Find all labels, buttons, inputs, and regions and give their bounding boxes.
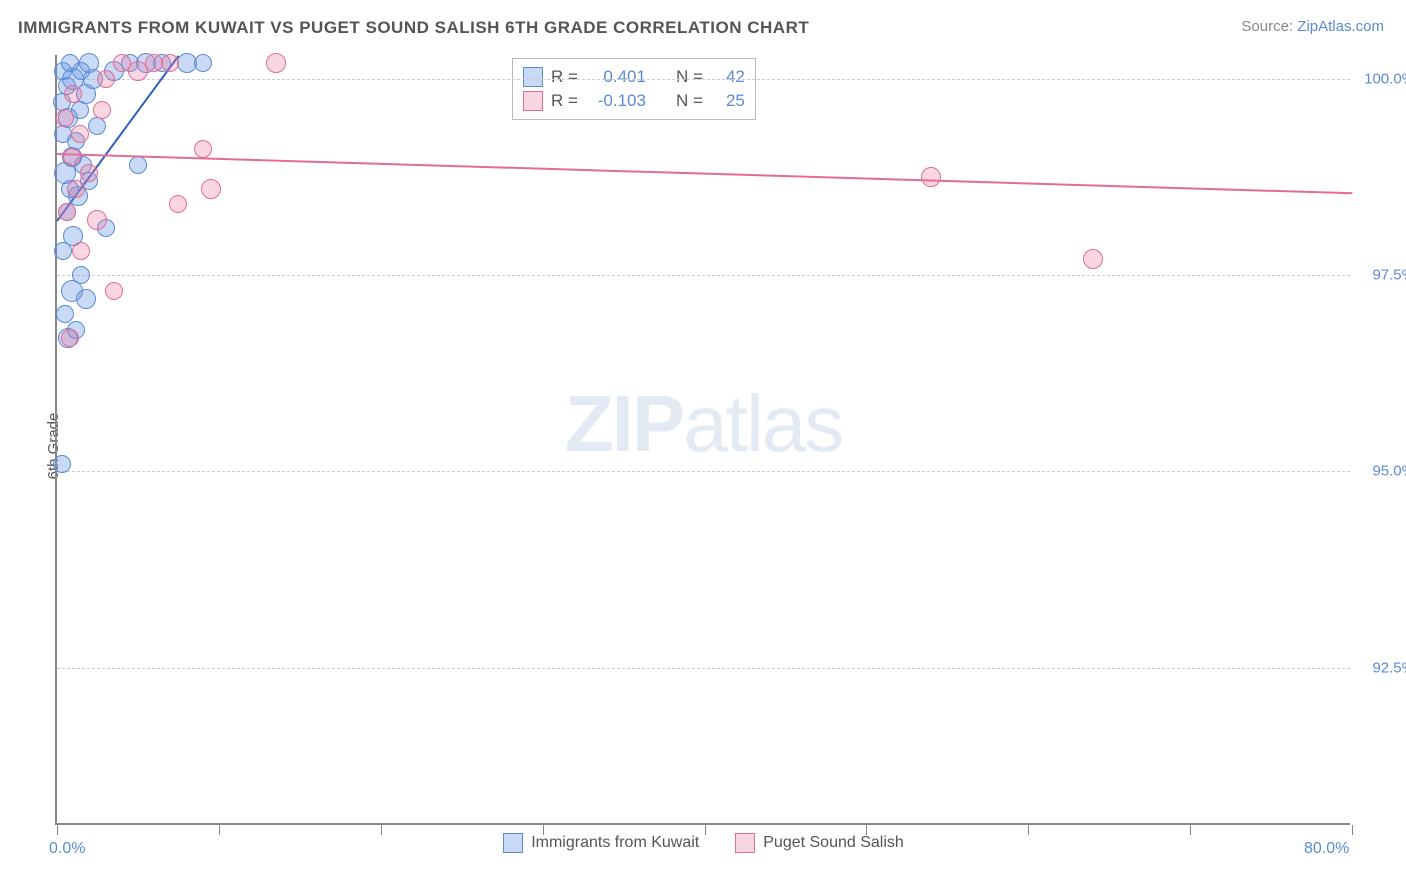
- x-tick: [1352, 825, 1353, 835]
- plot-area: ZIPatlas R =0.401N =42R =-0.103N =25 Imm…: [55, 55, 1350, 825]
- x-tick: [219, 825, 220, 835]
- y-tick-label: 95.0%: [1372, 463, 1406, 480]
- series-legend: Immigrants from Kuwait Puget Sound Salish: [57, 833, 1350, 858]
- scatter-point-salish: [145, 54, 163, 72]
- scatter-point-salish: [105, 282, 123, 300]
- watermark: ZIPatlas: [565, 378, 842, 470]
- x-tick: [381, 825, 382, 835]
- y-tick-label: 97.5%: [1372, 267, 1406, 284]
- legend-row-kuwait: R =0.401N =42: [523, 65, 745, 89]
- legend-row-salish: R =-0.103N =25: [523, 89, 745, 113]
- scatter-point-salish: [72, 242, 90, 260]
- scatter-point-kuwait: [129, 156, 147, 174]
- scatter-point-salish: [113, 54, 131, 72]
- scatter-point-salish: [58, 203, 76, 221]
- x-tick: [57, 825, 58, 835]
- gridline-h: [57, 79, 1350, 80]
- legend-swatch: [735, 833, 755, 853]
- scatter-point-salish: [93, 101, 111, 119]
- source-prefix: Source:: [1241, 18, 1297, 35]
- correlation-legend: R =0.401N =42R =-0.103N =25: [512, 58, 756, 120]
- x-tick-label: 0.0%: [49, 840, 85, 858]
- scatter-point-salish: [71, 125, 89, 143]
- scatter-point-salish: [194, 140, 212, 158]
- scatter-point-kuwait: [56, 305, 74, 323]
- x-tick: [543, 825, 544, 835]
- scatter-point-kuwait: [79, 53, 99, 73]
- scatter-point-kuwait: [72, 266, 90, 284]
- x-tick: [705, 825, 706, 835]
- gridline-h: [57, 668, 1350, 669]
- gridline-h: [57, 275, 1350, 276]
- y-tick-label: 92.5%: [1372, 659, 1406, 676]
- scatter-point-salish: [1083, 249, 1103, 269]
- x-tick: [1190, 825, 1191, 835]
- scatter-point-salish: [921, 167, 941, 187]
- scatter-point-salish: [61, 329, 79, 347]
- legend-swatch: [523, 67, 543, 87]
- scatter-point-salish: [80, 164, 98, 182]
- source-link[interactable]: ZipAtlas.com: [1297, 18, 1384, 35]
- bottom-legend-item-kuwait: Immigrants from Kuwait: [503, 833, 699, 853]
- x-tick: [866, 825, 867, 835]
- legend-swatch: [503, 833, 523, 853]
- scatter-point-kuwait: [61, 54, 79, 72]
- chart-title: IMMIGRANTS FROM KUWAIT VS PUGET SOUND SA…: [18, 18, 809, 38]
- source-attribution: Source: ZipAtlas.com: [1241, 18, 1384, 35]
- legend-swatch: [523, 91, 543, 111]
- scatter-point-salish: [87, 210, 107, 230]
- x-tick: [1028, 825, 1029, 835]
- gridline-h: [57, 471, 1350, 472]
- trend-line-salish: [57, 153, 1352, 194]
- scatter-point-kuwait: [88, 117, 106, 135]
- scatter-point-salish: [97, 70, 115, 88]
- scatter-point-salish: [169, 195, 187, 213]
- scatter-point-salish: [201, 179, 221, 199]
- watermark-zip: ZIP: [565, 379, 683, 468]
- scatter-point-salish: [64, 85, 82, 103]
- bottom-legend-item-salish: Puget Sound Salish: [735, 833, 904, 853]
- y-tick-label: 100.0%: [1364, 70, 1406, 87]
- scatter-point-kuwait: [53, 455, 71, 473]
- x-tick-label: 80.0%: [1304, 840, 1349, 858]
- scatter-point-salish: [266, 53, 286, 73]
- scatter-point-salish: [67, 180, 85, 198]
- scatter-point-kuwait: [194, 54, 212, 72]
- watermark-atlas: atlas: [683, 379, 842, 468]
- scatter-point-salish: [161, 54, 179, 72]
- scatter-point-salish: [56, 109, 74, 127]
- scatter-point-salish: [63, 148, 81, 166]
